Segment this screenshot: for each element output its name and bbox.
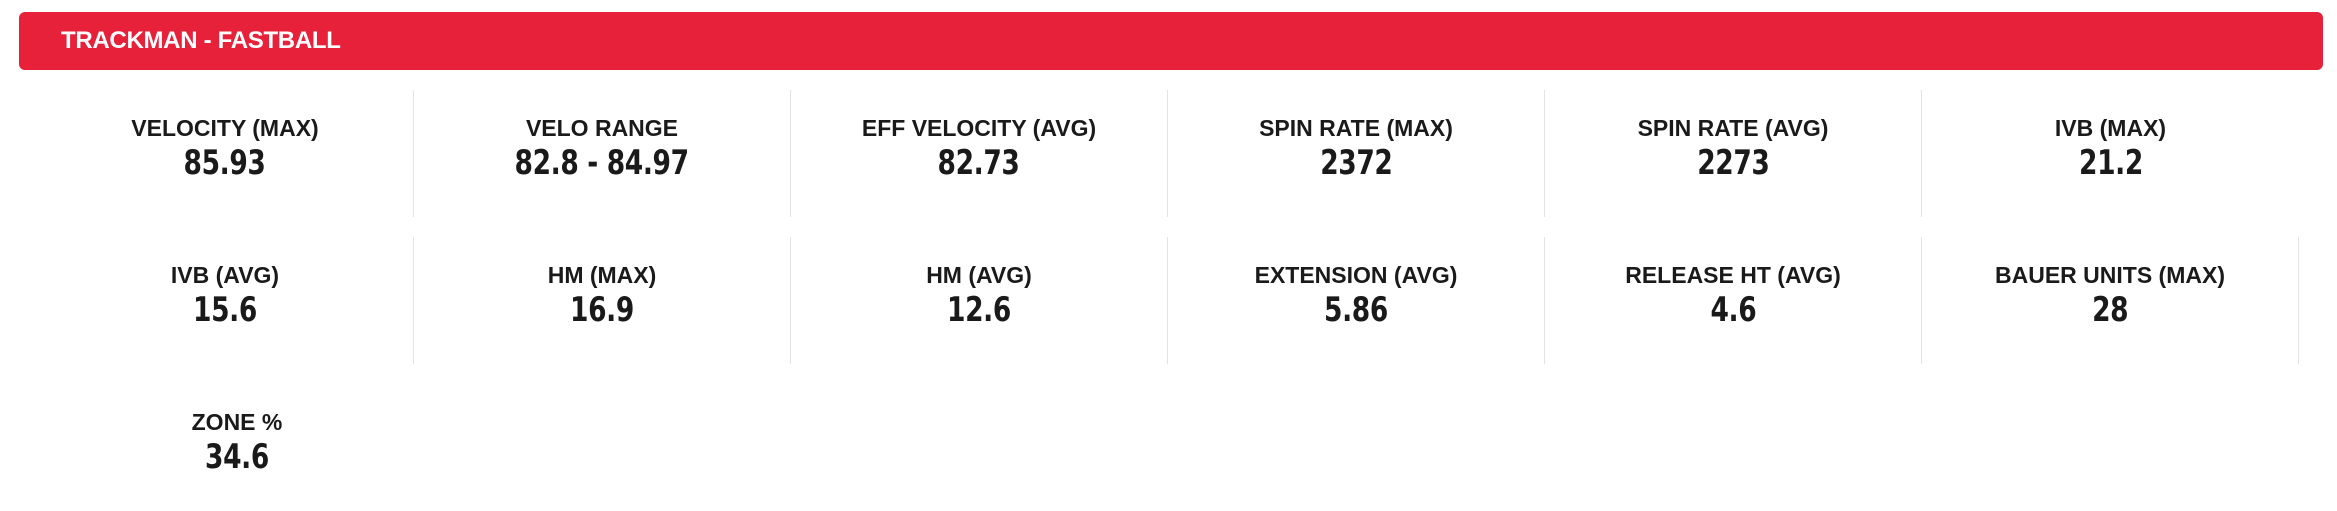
- stat-value: 4.6: [1710, 290, 1756, 330]
- stat-zone-pct: ZONE % 34.6: [37, 384, 437, 511]
- stat-ivb-max: IVB (MAX) 21.2: [1922, 90, 2299, 217]
- stat-label: BAUER UNITS (MAX): [1995, 262, 2225, 288]
- stats-grid: VELOCITY (MAX) 85.93 VELO RANGE 82.8 - 8…: [37, 90, 2337, 511]
- stat-label: SPIN RATE (AVG): [1637, 115, 1829, 141]
- stat-value: 5.86: [1324, 290, 1388, 330]
- stat-label: HM (AVG): [926, 262, 1032, 288]
- stat-label: SPIN RATE (MAX): [1259, 115, 1453, 141]
- stat-value: 28: [2091, 290, 2129, 330]
- stat-label: HM (MAX): [547, 262, 657, 288]
- stat-label: IVB (AVG): [170, 262, 280, 288]
- stat-label: IVB (MAX): [2054, 115, 2167, 141]
- stat-eff-velocity-avg: EFF VELOCITY (AVG) 82.73: [791, 90, 1168, 217]
- stat-value: 16.9: [570, 290, 634, 330]
- stat-label: RELEASE HT (AVG): [1625, 262, 1841, 288]
- stat-spin-rate-avg: SPIN RATE (AVG) 2273: [1545, 90, 1922, 217]
- stat-hm-max: HM (MAX) 16.9: [414, 237, 791, 364]
- stat-value: 82.8 - 84.97: [514, 143, 690, 183]
- stat-value: 82.73: [938, 143, 1020, 183]
- stats-row: ZONE % 34.6: [37, 384, 2337, 511]
- stats-row: IVB (AVG) 15.6 HM (MAX) 16.9 HM (AVG) 12…: [37, 237, 2337, 364]
- stat-label: EFF VELOCITY (AVG): [861, 115, 1097, 141]
- stat-value: 12.6: [947, 290, 1011, 330]
- stat-spin-rate-max: SPIN RATE (MAX) 2372: [1168, 90, 1545, 217]
- stat-extension-avg: EXTENSION (AVG) 5.86: [1168, 237, 1545, 364]
- stat-ivb-avg: IVB (AVG) 15.6: [37, 237, 414, 364]
- stat-release-ht-avg: RELEASE HT (AVG) 4.6: [1545, 237, 1922, 364]
- stat-label: VELO RANGE: [525, 115, 679, 141]
- stat-value: 2372: [1319, 143, 1393, 183]
- stat-value: 2273: [1696, 143, 1770, 183]
- stat-label: ZONE %: [191, 409, 283, 435]
- stat-bauer-units-max: BAUER UNITS (MAX) 28: [1922, 237, 2299, 364]
- stat-velocity-max: VELOCITY (MAX) 85.93: [37, 90, 414, 217]
- stat-value: 34.6: [205, 437, 269, 477]
- stat-label: EXTENSION (AVG): [1254, 262, 1458, 288]
- stat-velo-range: VELO RANGE 82.8 - 84.97: [414, 90, 791, 217]
- stat-value: 15.6: [193, 290, 257, 330]
- stat-value: 85.93: [184, 143, 266, 183]
- stat-label: VELOCITY (MAX): [131, 115, 319, 141]
- section-header: TRACKMAN - FASTBALL: [19, 12, 2323, 70]
- stats-row: VELOCITY (MAX) 85.93 VELO RANGE 82.8 - 8…: [37, 90, 2337, 217]
- section-title: TRACKMAN - FASTBALL: [61, 27, 341, 54]
- stat-hm-avg: HM (AVG) 12.6: [791, 237, 1168, 364]
- stat-value: 21.2: [2078, 143, 2143, 183]
